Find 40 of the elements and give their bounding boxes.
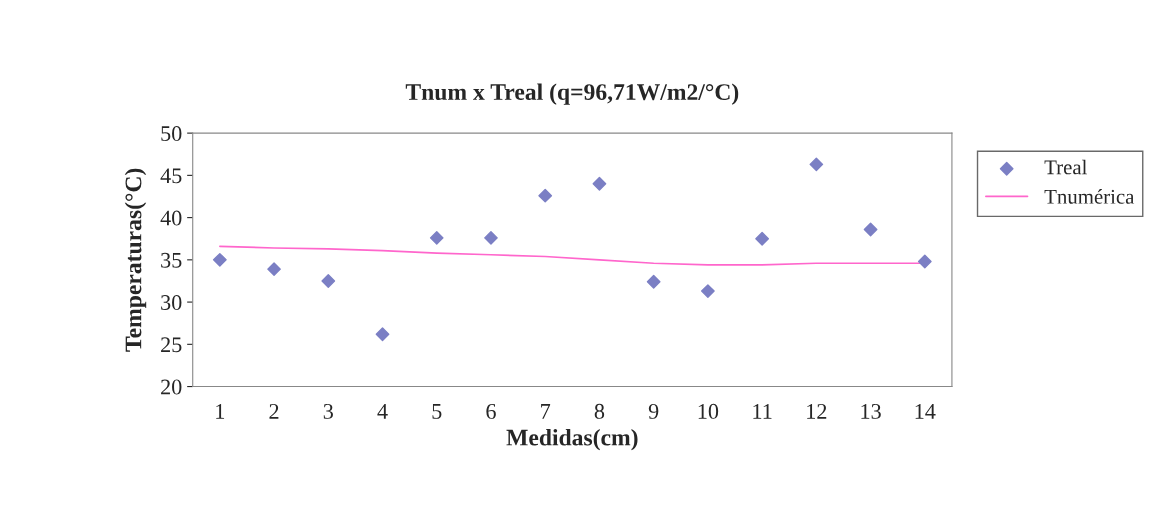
point <box>700 284 715 299</box>
point <box>267 262 281 277</box>
x-tick-label: 4 <box>377 404 388 419</box>
point <box>917 254 932 269</box>
legend-label: Treal <box>1044 159 1087 175</box>
y-tick-label: 40 <box>160 210 182 226</box>
point <box>429 230 444 245</box>
point <box>321 274 336 288</box>
x-tick-label: 8 <box>594 403 605 419</box>
x-tick-label: 9 <box>648 403 659 419</box>
point <box>755 231 770 246</box>
y-axis-title: Temperaturas(°C) <box>124 168 147 352</box>
y-tick-label: 30 <box>161 295 182 311</box>
x-tick-label: 6 <box>486 403 496 419</box>
x-tick-label: 7 <box>541 404 551 419</box>
point <box>484 230 498 245</box>
point <box>646 274 661 289</box>
x-tick-label: 12 <box>807 403 827 419</box>
x-tick-label: 3 <box>323 403 333 419</box>
y-tick-label: 50 <box>161 126 182 142</box>
y-tick-label: 45 <box>160 168 182 184</box>
chart-title: Tnum x Treal (q=96,71W/m2/°C) <box>405 83 739 105</box>
x-tick-label: 5 <box>432 404 442 419</box>
x-tick-label: 14 <box>915 403 936 419</box>
point <box>212 252 227 267</box>
legend-label: Tnumérica <box>1044 189 1135 204</box>
point <box>809 157 824 172</box>
x-tick-label: 2 <box>269 403 279 419</box>
x-tick-label: 13 <box>861 403 881 419</box>
x-tick-label: 1 <box>216 403 225 419</box>
y-tick-label: 20 <box>161 379 182 395</box>
x-axis-title: Medidas(cm) <box>506 428 638 451</box>
point <box>375 327 390 342</box>
point <box>592 176 607 191</box>
point <box>863 222 878 237</box>
x-tick-label: 10 <box>698 403 719 419</box>
y-tick-label: 25 <box>161 337 182 353</box>
y-tick-label: 35 <box>161 252 182 268</box>
x-tick-label: 11 <box>753 403 772 419</box>
point <box>538 188 553 203</box>
